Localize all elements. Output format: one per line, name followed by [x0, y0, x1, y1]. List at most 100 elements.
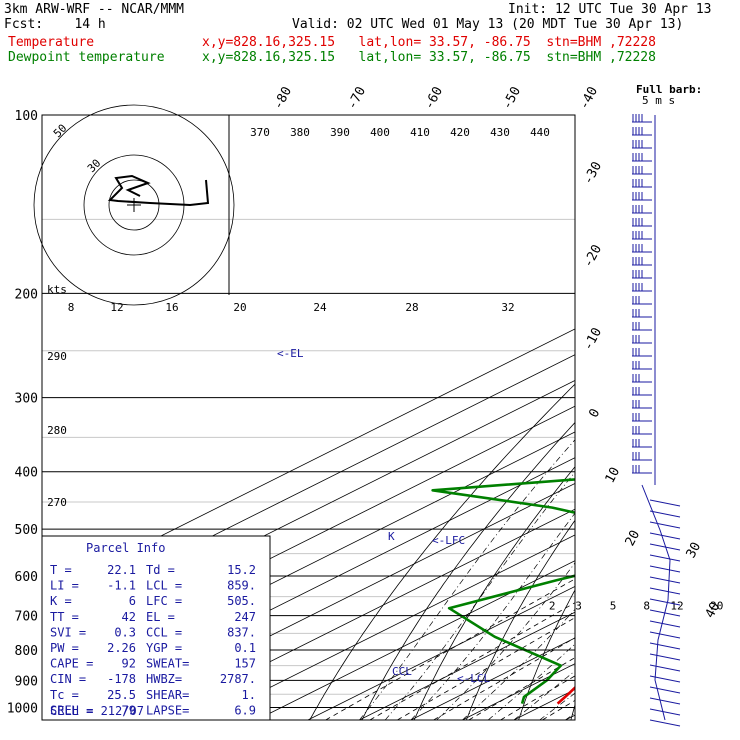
moist-adiabat	[487, 643, 575, 720]
parcel-row-value2: 247	[234, 610, 256, 624]
wind-barb	[632, 309, 652, 318]
isotherm-label: -10	[581, 325, 605, 353]
wind-barb	[632, 335, 652, 344]
parcel-row-value: 0.3	[114, 625, 136, 639]
isotherm-label: -40	[577, 84, 601, 112]
wind-barb	[632, 153, 652, 162]
wind-barb-low	[649, 565, 681, 573]
dewpoint-profile	[431, 478, 575, 704]
wind-barb-low	[649, 631, 681, 639]
hodograph-ring	[108, 179, 160, 231]
lfc-annotation: <-LFC	[432, 534, 465, 547]
wind-barb	[632, 322, 652, 331]
isotherm-label: 30	[684, 540, 705, 561]
parcel-row-key2: SHEAR=	[146, 688, 189, 702]
hodograph-ring-label: 30	[85, 157, 104, 176]
pressure-label-300: 300	[15, 392, 38, 407]
parcel-row-value: 6	[129, 594, 136, 608]
parcel-cell: CELL = 212/07	[50, 704, 144, 718]
wind-barb	[632, 179, 652, 188]
parcel-row-value2: 1.	[242, 688, 256, 702]
wind-barb	[632, 387, 652, 396]
theta-left-label: 290	[47, 350, 67, 363]
parcel-row-key2: SWEAT=	[146, 657, 189, 671]
wind-barb	[632, 270, 652, 279]
wind-barb	[632, 400, 652, 409]
isotherm-label: -20	[581, 242, 605, 270]
isotherm-line	[204, 534, 575, 720]
dry-adiabat	[518, 589, 575, 720]
isotherm-line	[513, 688, 575, 720]
mixing-ratio-label: 8	[643, 600, 650, 613]
parcel-row-key2: YGP =	[146, 641, 182, 655]
parcel-row-key2: LFC =	[146, 594, 182, 608]
moist-adiabat	[384, 471, 575, 720]
wind-barb	[632, 452, 652, 461]
dry-adiabat	[413, 466, 575, 720]
ccl-annotation: CCL	[392, 665, 412, 678]
parcel-row-value2: 837.	[227, 625, 256, 639]
hodograph-kts-label: kts	[47, 283, 67, 296]
parcel-row-value: 92	[122, 657, 136, 671]
parcel-info-box	[41, 535, 271, 721]
parcel-row-key: CIN =	[50, 672, 86, 686]
model-title: 3km ARW-WRF -- NCAR/MMM	[4, 2, 185, 17]
scale-label: 16	[165, 301, 178, 314]
wind-barb-low	[649, 675, 681, 683]
pressure-label-900: 900	[15, 674, 38, 689]
pressure-label-800: 800	[15, 644, 38, 659]
hodograph-ring-label: 50	[51, 122, 70, 141]
parcel-row-value: 42	[122, 610, 136, 624]
isotherm-line	[256, 560, 575, 720]
isotherm-line	[307, 585, 575, 720]
pressure-label-200: 200	[15, 287, 38, 302]
dry-adiabat	[361, 421, 575, 720]
isotherm-label: 0	[586, 406, 603, 420]
wind-barb-low	[649, 719, 681, 727]
isotherm-label: 10	[603, 465, 624, 486]
wind-barb	[632, 127, 652, 136]
mixing-ratio-label: 2	[549, 600, 556, 613]
pressure-label-500: 500	[15, 523, 38, 538]
dewpoint-legend-info: x,y=828.16,325.15 lat,lon= 33.57, -86.75…	[202, 50, 656, 65]
scale-label: 20	[233, 301, 246, 314]
wind-barb-low	[649, 521, 681, 529]
wind-barb	[632, 114, 652, 123]
isotherm-label: -30	[581, 159, 605, 187]
wind-barb	[632, 283, 652, 292]
barb-unit: 5 m s	[642, 94, 675, 107]
parcel-row-key2: HWBZ=	[146, 672, 182, 686]
wind-barb-low	[649, 576, 681, 584]
hodograph-ring	[33, 104, 235, 306]
wind-barb	[632, 296, 652, 305]
theta-label: 400	[370, 126, 390, 139]
isotherm-line	[359, 611, 575, 720]
mixing-ratio-label: 20	[710, 600, 723, 613]
isotherm-label: 40	[703, 600, 724, 621]
wind-barb	[632, 361, 652, 370]
parcel-row-value2: 6.9	[234, 703, 256, 717]
wind-barb-low	[649, 587, 681, 595]
dewpoint-legend-label: Dewpoint temperature	[8, 50, 165, 65]
pressure-label-100: 100	[15, 109, 38, 124]
mixing-ratio-line	[325, 578, 575, 720]
forecast-hour: Fcst: 14 h	[4, 17, 106, 32]
dry-adiabat	[466, 519, 575, 720]
theta-label: 380	[290, 126, 310, 139]
temperature-legend-label: Temperature	[8, 35, 95, 50]
scale-label: 32	[501, 301, 514, 314]
parcel-row-value: -178	[107, 672, 136, 686]
wind-barb	[632, 465, 652, 474]
wind-barb-low	[649, 620, 681, 628]
lfc-marker: K	[388, 530, 395, 543]
dry-adiabat	[309, 383, 575, 720]
parcel-row-value2: 859.	[227, 579, 256, 593]
isotherm-line	[42, 328, 575, 596]
plot-frame	[41, 114, 576, 721]
theta-label: 390	[330, 126, 350, 139]
mixing-ratio-line	[433, 637, 575, 720]
wind-barb-low	[649, 532, 681, 540]
parcel-row-key: T =	[50, 563, 72, 577]
isotherm-line	[565, 714, 575, 720]
